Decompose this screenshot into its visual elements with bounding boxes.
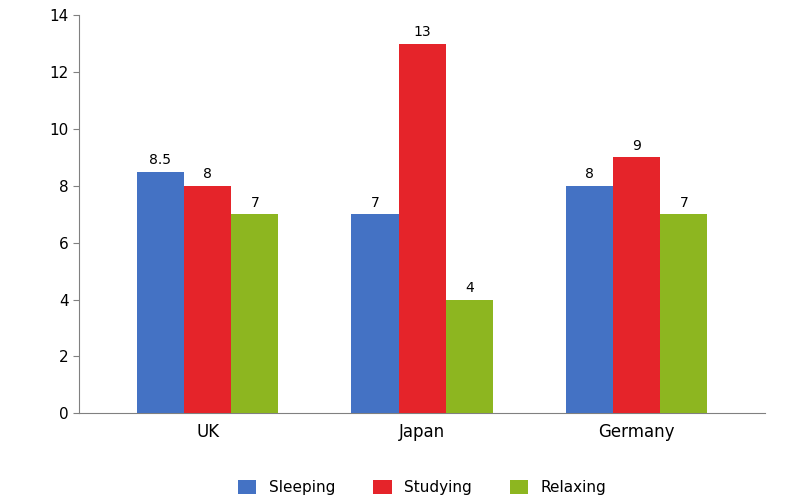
Bar: [351, 214, 398, 413]
Bar: [613, 157, 660, 413]
Bar: [446, 299, 493, 413]
Bar: [398, 43, 446, 413]
Text: 8: 8: [204, 167, 212, 181]
Text: 7: 7: [371, 196, 380, 210]
Text: 8: 8: [585, 167, 594, 181]
Text: 7: 7: [679, 196, 688, 210]
Text: 7: 7: [250, 196, 259, 210]
Bar: [566, 186, 613, 413]
Bar: [184, 186, 231, 413]
Legend: Sleeping, Studying, Relaxing: Sleeping, Studying, Relaxing: [230, 473, 614, 503]
Text: 4: 4: [465, 281, 473, 295]
Text: 9: 9: [632, 139, 641, 153]
Bar: [660, 214, 708, 413]
Text: 13: 13: [413, 25, 431, 39]
Text: 8.5: 8.5: [149, 153, 171, 167]
Bar: [231, 214, 279, 413]
Bar: [136, 171, 184, 413]
